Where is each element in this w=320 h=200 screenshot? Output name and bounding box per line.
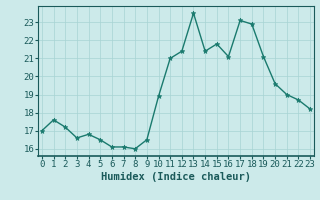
X-axis label: Humidex (Indice chaleur): Humidex (Indice chaleur) — [101, 172, 251, 182]
